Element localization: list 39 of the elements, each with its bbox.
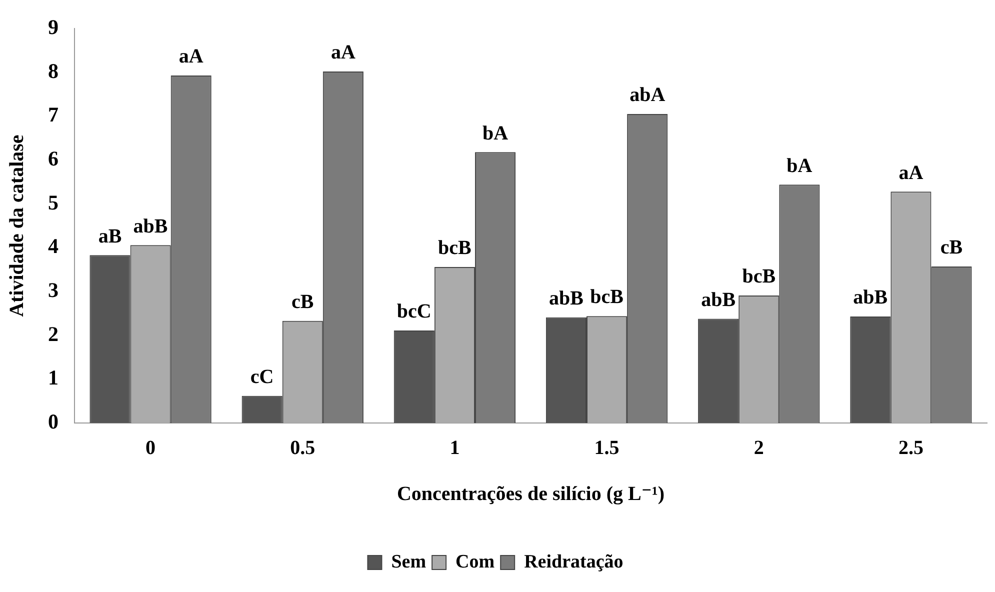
data-label: aA bbox=[898, 162, 924, 184]
y-tick-label: 0 bbox=[48, 409, 58, 434]
legend-label: Reidratação bbox=[524, 551, 624, 572]
x-tick-label: 0 bbox=[146, 437, 156, 460]
data-label: aB bbox=[98, 225, 122, 248]
y-tick-label: 1 bbox=[48, 366, 58, 390]
data-label: bcB bbox=[742, 266, 776, 288]
legend-label: Com bbox=[456, 551, 495, 572]
data-label: abB bbox=[549, 288, 584, 310]
y-tick-label: 9 bbox=[48, 15, 58, 40]
x-tick-label: 2.5 bbox=[898, 437, 924, 460]
data-label: cB bbox=[940, 236, 963, 259]
data-label: bcC bbox=[396, 300, 432, 323]
x-axis-title: Concentrações de silício (g L⁻¹) bbox=[396, 483, 665, 506]
data-label: abA bbox=[630, 84, 666, 106]
data-label: bA bbox=[786, 154, 813, 177]
data-label: bcB bbox=[590, 286, 624, 308]
legend-label: Sem bbox=[391, 551, 426, 572]
data-label: abB bbox=[701, 288, 736, 311]
y-tick-label: 7 bbox=[48, 102, 58, 127]
data-label: abB bbox=[133, 215, 168, 238]
data-label: bA bbox=[482, 122, 509, 144]
x-tick-label: 1 bbox=[450, 437, 460, 460]
data-label: cC bbox=[250, 366, 274, 388]
data-label: cB bbox=[292, 291, 314, 314]
x-tick-label: 0.5 bbox=[290, 437, 316, 460]
data-label: aA bbox=[330, 42, 356, 64]
data-label: abB bbox=[853, 286, 888, 309]
y-tick-label: 8 bbox=[48, 58, 58, 83]
data-label: aA bbox=[178, 46, 204, 68]
y-axis-title: Atividade da catalase bbox=[6, 134, 28, 317]
y-tick-label: 2 bbox=[48, 322, 58, 346]
x-tick-label: 1.5 bbox=[594, 437, 620, 460]
y-tick-label: 6 bbox=[48, 146, 58, 170]
y-tick-label: 3 bbox=[48, 278, 58, 302]
data-label: bcB bbox=[438, 237, 472, 260]
y-tick-label: 4 bbox=[48, 234, 59, 258]
y-tick-label: 5 bbox=[48, 190, 58, 214]
x-tick-label: 2 bbox=[754, 437, 764, 460]
